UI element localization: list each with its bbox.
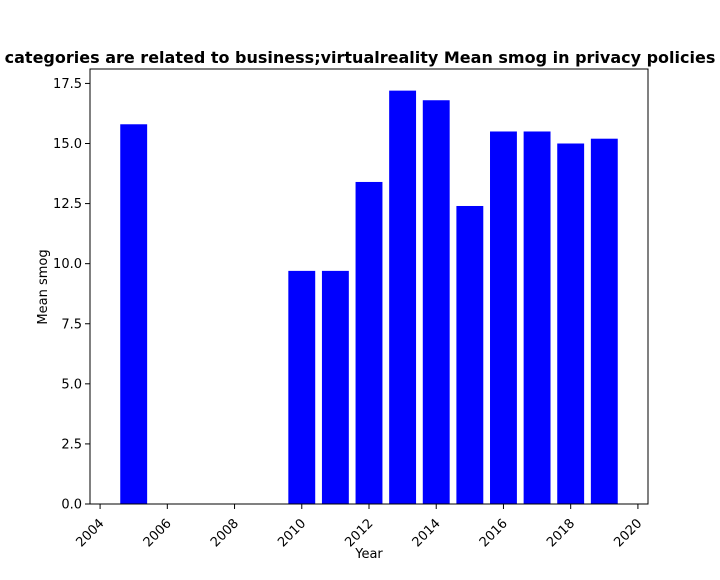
y-tick-label: 15.0 <box>53 137 82 152</box>
x-axis: 2004 2006 2008 2010 2012 2014 2016 2018 2020 <box>73 504 645 550</box>
y-axis: 0.0 2.5 5.0 7.5 10.0 12.5 15.0 17.5 <box>53 77 90 513</box>
x-tick-label: 2004 <box>73 516 107 550</box>
y-tick-label: 12.5 <box>53 197 82 212</box>
bar-2012 <box>355 181 383 504</box>
bar-2010 <box>288 270 316 504</box>
x-axis-label: Year <box>354 547 383 562</box>
x-tick-label: 2012 <box>342 516 376 550</box>
bar-2013 <box>389 90 417 505</box>
y-tick-label: 5.0 <box>61 377 82 392</box>
y-tick-label: 7.5 <box>61 317 82 332</box>
y-tick-label: 0.0 <box>61 498 82 513</box>
y-tick-label: 17.5 <box>53 77 82 92</box>
x-tick-label: 2006 <box>141 516 175 550</box>
bars-group <box>120 90 618 505</box>
chart-title: categories are related to business;virtu… <box>5 48 716 67</box>
x-tick-label: 2018 <box>544 516 578 550</box>
x-tick-label: 2020 <box>611 516 645 550</box>
x-tick-label: 2008 <box>208 516 242 550</box>
bar-2005 <box>120 124 148 504</box>
bar-2014 <box>422 100 450 504</box>
y-tick-label: 2.5 <box>61 437 82 452</box>
bar-2018 <box>557 143 585 505</box>
bar-2011 <box>321 270 349 504</box>
bar-2017 <box>523 131 551 504</box>
x-tick-label: 2016 <box>477 516 511 550</box>
x-tick-label: 2014 <box>410 516 444 550</box>
bar-2015 <box>456 205 484 504</box>
bar-2016 <box>490 131 517 504</box>
y-tick-label: 10.0 <box>53 257 82 272</box>
x-tick-label: 2010 <box>275 516 309 550</box>
bar-2019 <box>590 138 618 504</box>
y-axis-label: Mean smog <box>36 249 51 324</box>
